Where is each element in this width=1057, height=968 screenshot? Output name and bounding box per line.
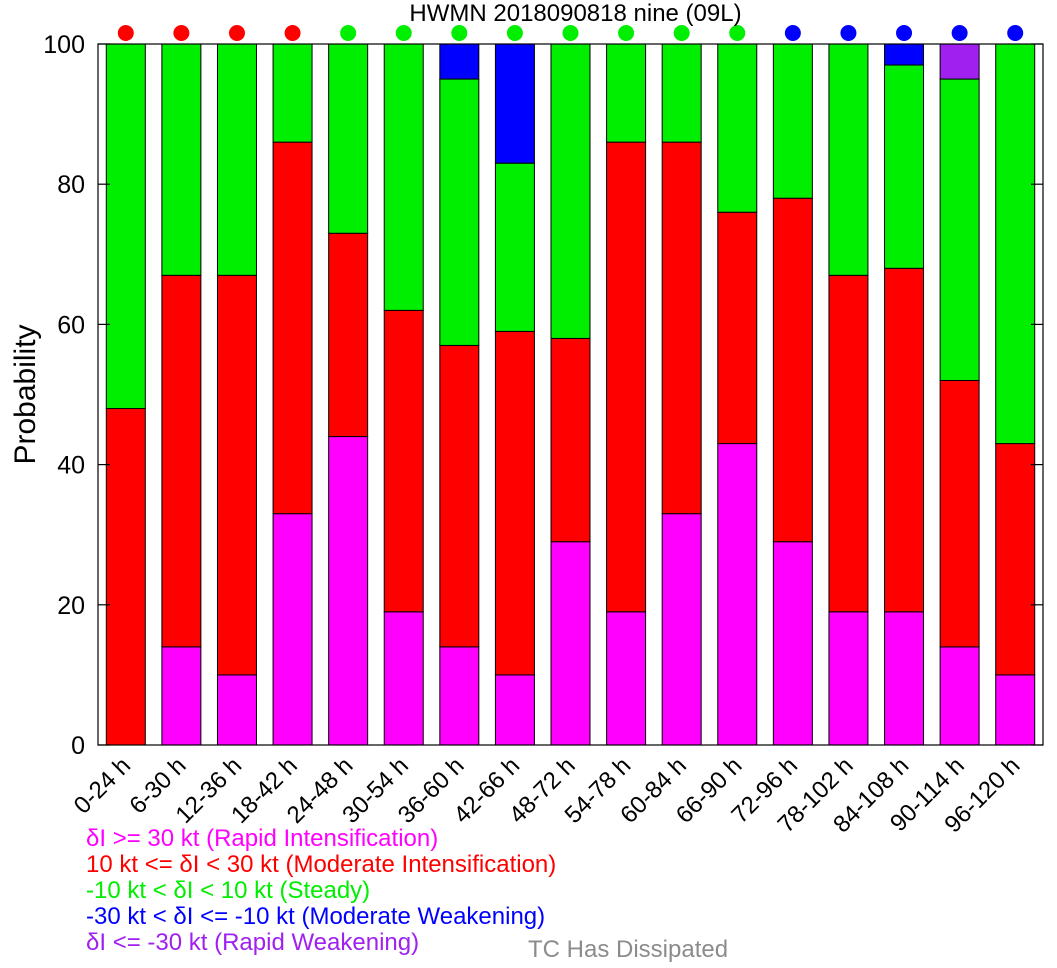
bar-segment-5-2 bbox=[383, 43, 424, 311]
category-marker-12 bbox=[784, 25, 801, 41]
bar-segment-5-0 bbox=[383, 611, 424, 746]
bar-segment-2-2 bbox=[216, 43, 257, 276]
bar-segment-2-0 bbox=[216, 674, 257, 746]
bar-segment-11-1 bbox=[717, 211, 758, 445]
bar-segment-14-1 bbox=[884, 267, 925, 613]
bar-segment-11-0 bbox=[717, 443, 758, 746]
legend-entry-moderate-weakening: -30 kt < δI <= -10 kt (Moderate Weakenin… bbox=[86, 903, 546, 930]
x-tick-label-0: 0-24 h bbox=[69, 752, 136, 819]
bar-segment-10-1 bbox=[661, 141, 702, 515]
legend-entry-rapid-weakening: δI <= -30 kt (Rapid Weakening) bbox=[86, 929, 420, 956]
bar-segment-12-0 bbox=[772, 541, 813, 746]
bar-segment-7-2 bbox=[494, 162, 535, 332]
bar-segment-8-2 bbox=[550, 43, 591, 339]
y-tick-label-3: 60 bbox=[57, 311, 85, 339]
bar-segment-6-3 bbox=[439, 43, 480, 80]
bar-segment-13-2 bbox=[828, 43, 869, 276]
bar-segment-13-0 bbox=[828, 611, 869, 746]
bar-segment-0-2 bbox=[105, 43, 146, 410]
category-marker-1 bbox=[173, 25, 190, 41]
category-marker-2 bbox=[228, 25, 245, 41]
y-tick-label-5: 100 bbox=[43, 31, 85, 59]
category-marker-13 bbox=[840, 25, 857, 41]
bar-segment-11-2 bbox=[717, 43, 758, 213]
bar-segment-12-2 bbox=[772, 43, 813, 199]
y-tick-label-1: 20 bbox=[57, 592, 85, 620]
bar-segment-9-2 bbox=[606, 43, 647, 143]
category-marker-15 bbox=[951, 25, 968, 41]
bar-segment-0-1 bbox=[105, 408, 146, 746]
bar-segment-6-1 bbox=[439, 344, 480, 648]
category-marker-10 bbox=[673, 25, 690, 41]
bar-segment-6-2 bbox=[439, 78, 480, 346]
bar-segment-4-1 bbox=[328, 232, 369, 438]
category-marker-0 bbox=[117, 25, 134, 41]
legend-entry-moderate-intensification: 10 kt <= δI < 30 kt (Moderate Intensific… bbox=[86, 851, 557, 878]
legend-entry-dissipated: TC Has Dissipated bbox=[528, 936, 729, 963]
bar-segment-9-0 bbox=[606, 611, 647, 746]
bar-segment-16-1 bbox=[995, 443, 1036, 676]
category-marker-11 bbox=[729, 25, 746, 41]
plot-frame bbox=[97, 43, 1044, 746]
bar-segment-15-0 bbox=[939, 646, 980, 746]
bar-segment-4-2 bbox=[328, 43, 369, 234]
category-marker-6 bbox=[451, 25, 468, 41]
bar-segment-6-0 bbox=[439, 646, 480, 746]
bar-segment-9-1 bbox=[606, 141, 647, 613]
bar-segment-15-2 bbox=[939, 78, 980, 381]
bar-segment-14-3 bbox=[884, 43, 925, 66]
bar-segment-3-2 bbox=[272, 43, 313, 143]
bar-segment-7-1 bbox=[494, 330, 535, 676]
bar-segment-12-1 bbox=[772, 197, 813, 543]
bar-segment-3-0 bbox=[272, 513, 313, 746]
bar-segment-14-2 bbox=[884, 64, 925, 269]
bar-segment-1-2 bbox=[161, 43, 202, 276]
bar-segment-7-0 bbox=[494, 674, 535, 746]
bar-segment-1-1 bbox=[161, 274, 202, 648]
y-tick-label-4: 80 bbox=[57, 171, 85, 199]
y-tick-label-0: 0 bbox=[71, 732, 85, 760]
bar-segment-16-0 bbox=[995, 674, 1036, 746]
bar-segment-7-3 bbox=[494, 43, 535, 164]
bar-segment-16-2 bbox=[995, 43, 1036, 445]
bar-segment-8-0 bbox=[550, 541, 591, 746]
bar-segment-1-0 bbox=[161, 646, 202, 746]
bar-segment-10-0 bbox=[661, 513, 702, 746]
category-marker-16 bbox=[1007, 25, 1024, 41]
y-tick-label-2: 40 bbox=[57, 452, 85, 480]
bar-segment-10-2 bbox=[661, 43, 702, 143]
bar-segment-2-1 bbox=[216, 274, 257, 676]
category-marker-9 bbox=[618, 25, 635, 41]
category-marker-5 bbox=[395, 25, 412, 41]
bar-segment-14-0 bbox=[884, 611, 925, 746]
bar-segment-13-1 bbox=[828, 274, 869, 613]
legend-entry-rapid-intensification: δI >= 30 kt (Rapid Intensification) bbox=[86, 825, 439, 852]
legend-entry-steady: -10 kt < δI < 10 kt (Steady) bbox=[86, 877, 371, 904]
chart-title: HWMN 2018090818 nine (09L) bbox=[409, 0, 741, 27]
category-marker-14 bbox=[896, 25, 913, 41]
bar-segment-5-1 bbox=[383, 309, 424, 613]
category-marker-7 bbox=[506, 25, 523, 41]
category-marker-3 bbox=[284, 25, 301, 41]
bar-segment-15-1 bbox=[939, 379, 980, 648]
category-marker-8 bbox=[562, 25, 579, 41]
category-marker-4 bbox=[340, 25, 357, 41]
y-axis-label: Probability bbox=[9, 324, 42, 464]
bar-segment-3-1 bbox=[272, 141, 313, 515]
bar-segment-15-4 bbox=[939, 43, 980, 80]
bar-segment-4-0 bbox=[328, 436, 369, 746]
bar-segment-8-1 bbox=[550, 337, 591, 543]
legend: δI >= 30 kt (Rapid Intensification) 10 k… bbox=[86, 826, 556, 956]
